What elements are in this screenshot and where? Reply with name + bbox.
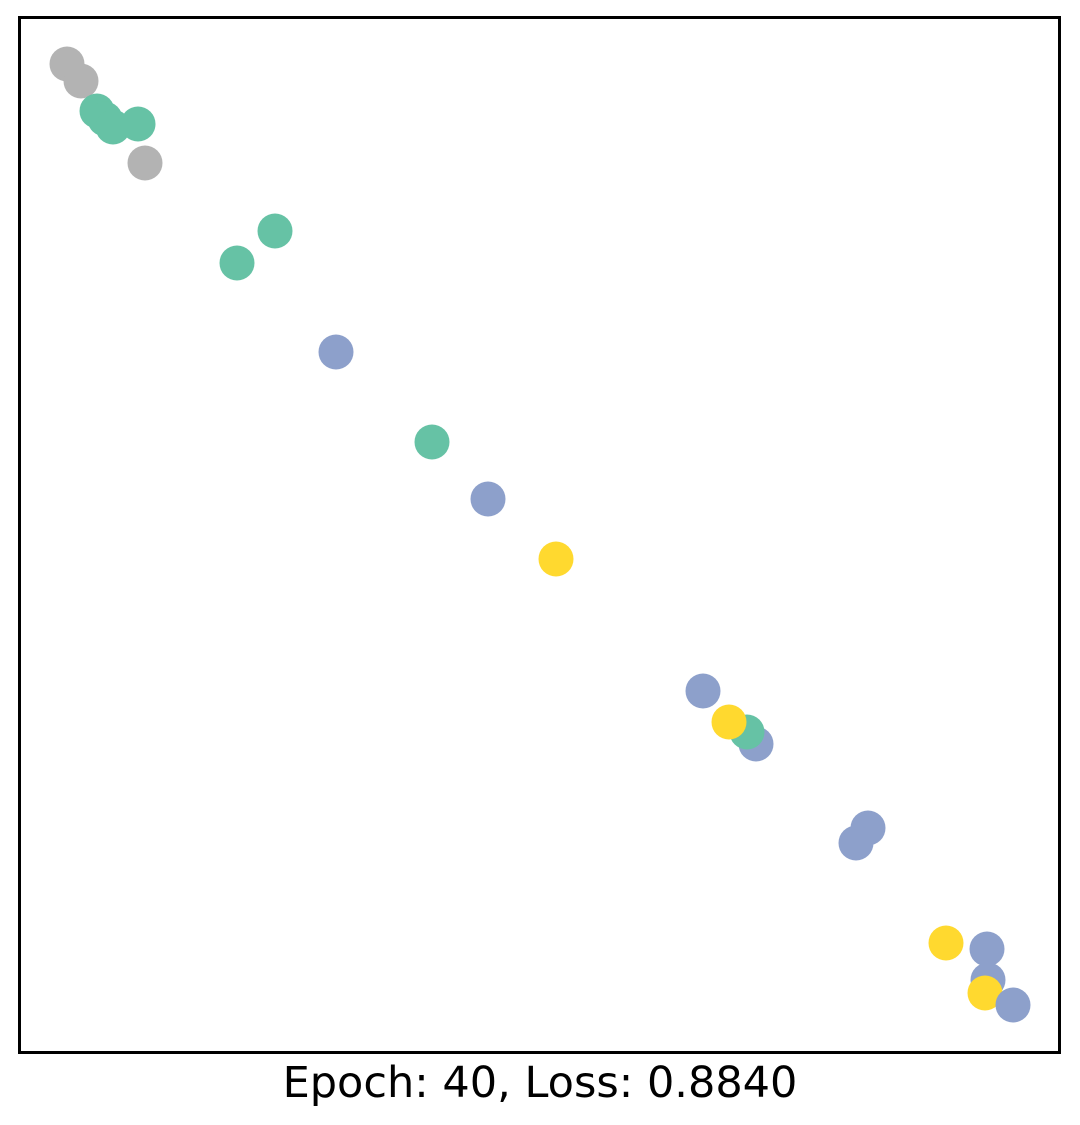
scatter-point-gray: [63, 63, 99, 99]
scatter-point-blue: [318, 334, 354, 370]
scatter-point-blue: [685, 673, 721, 709]
scatter-plot-area: [18, 16, 1061, 1054]
scatter-point-green: [414, 424, 450, 460]
scatter-point-yellow: [928, 925, 964, 961]
scatter-point-blue: [995, 987, 1031, 1023]
scatter-point-green: [257, 213, 293, 249]
epoch-loss-caption: Epoch: 40, Loss: 0.8840: [282, 1058, 798, 1108]
scatter-point-gray: [127, 145, 163, 181]
scatter-point-yellow: [538, 541, 574, 577]
scatter-point-blue: [838, 825, 874, 861]
scatter-point-blue: [969, 931, 1005, 967]
scatter-point-yellow: [711, 704, 747, 740]
scatter-point-green: [120, 106, 156, 142]
scatter-point-blue: [470, 481, 506, 517]
scatter-point-green: [219, 245, 255, 281]
